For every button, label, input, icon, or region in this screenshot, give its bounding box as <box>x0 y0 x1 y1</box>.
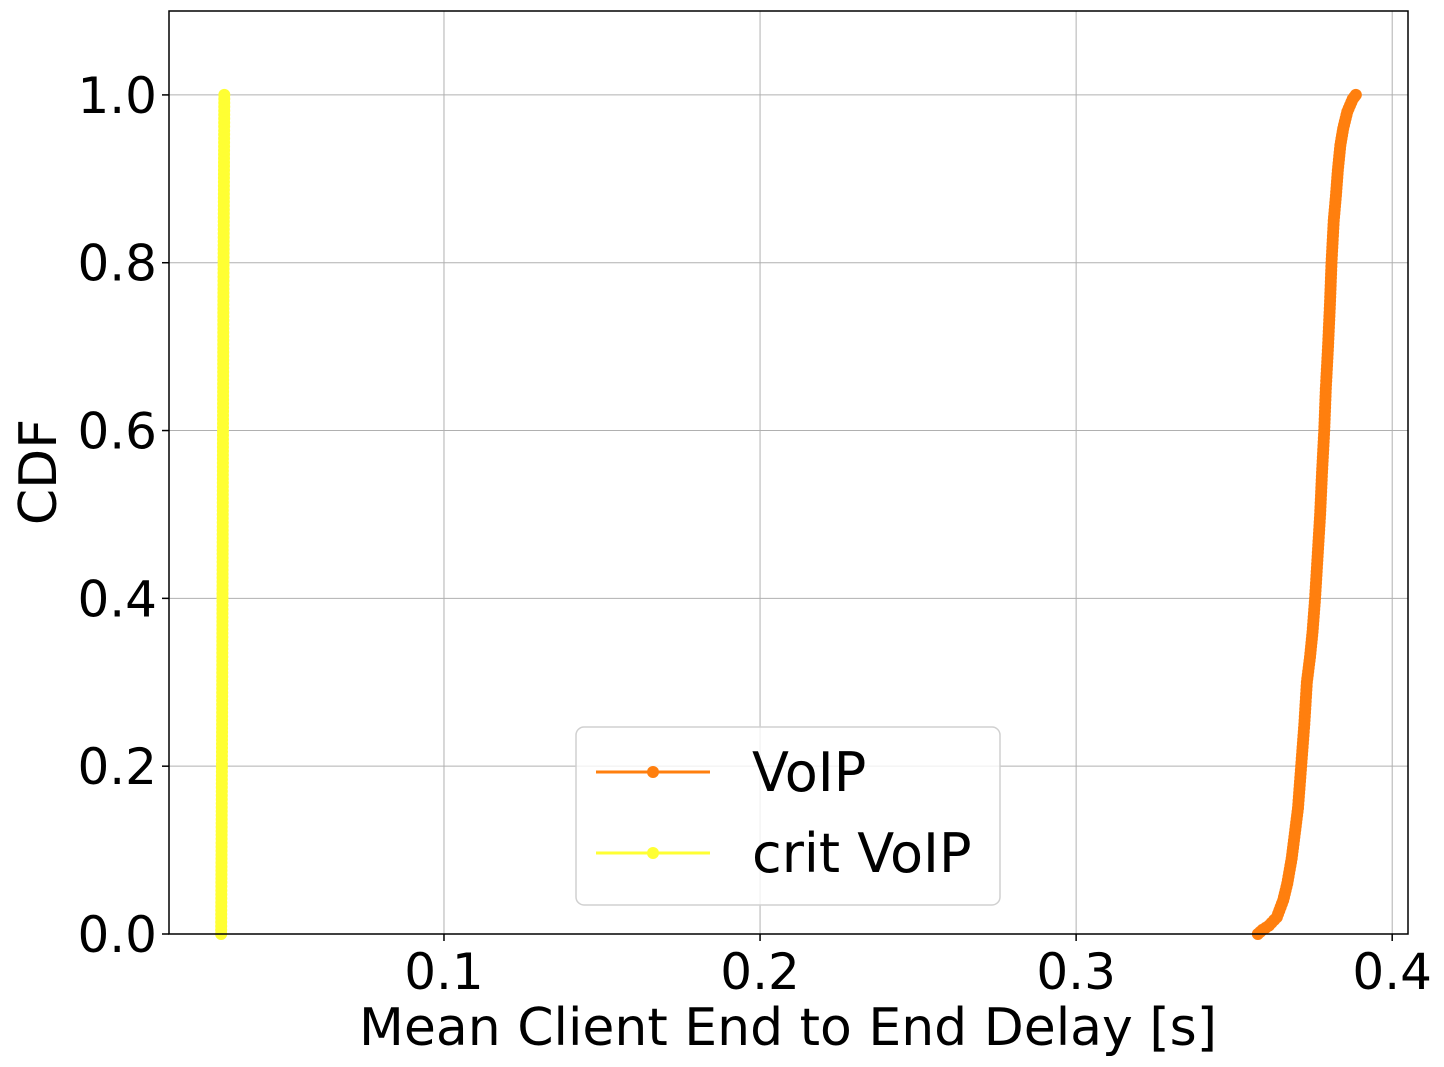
legend-label-voip: VoIP <box>752 741 866 804</box>
y-tick-label: 0.0 <box>77 906 157 964</box>
y-axis-label: CDF <box>9 419 69 525</box>
y-tick-label: 0.8 <box>77 235 157 293</box>
series-group <box>215 88 1362 940</box>
legend-marker-voip <box>647 766 659 778</box>
crit-voip-point <box>218 88 231 101</box>
y-tick-label: 0.4 <box>77 570 157 628</box>
x-tick-label: 0.1 <box>404 943 484 1001</box>
x-tick-label: 0.3 <box>1036 943 1116 1001</box>
voip-point <box>1349 88 1362 101</box>
y-tick-label: 1.0 <box>77 67 157 125</box>
legend-marker-crit-voip <box>647 847 659 859</box>
y-tick-label: 0.2 <box>77 738 157 796</box>
axis-ticks: 0.1 0.2 0.3 0.4 0.0 0.2 0.4 0.6 0.8 1.0 <box>77 67 1431 1001</box>
legend-label-crit-voip: crit VoIP <box>752 822 972 885</box>
x-tick-label: 0.4 <box>1352 943 1432 1001</box>
x-axis-label: Mean Client End to End Delay [s] <box>359 998 1217 1058</box>
voip-line <box>1256 94 1358 936</box>
x-tick-label: 0.2 <box>720 943 800 1001</box>
legend: VoIP crit VoIP <box>575 726 1001 906</box>
y-tick-label: 0.6 <box>77 403 157 461</box>
plot-frame <box>168 10 1409 935</box>
